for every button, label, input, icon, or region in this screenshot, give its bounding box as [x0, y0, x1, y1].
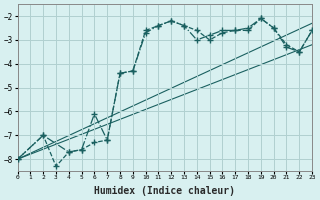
X-axis label: Humidex (Indice chaleur): Humidex (Indice chaleur)	[94, 186, 235, 196]
